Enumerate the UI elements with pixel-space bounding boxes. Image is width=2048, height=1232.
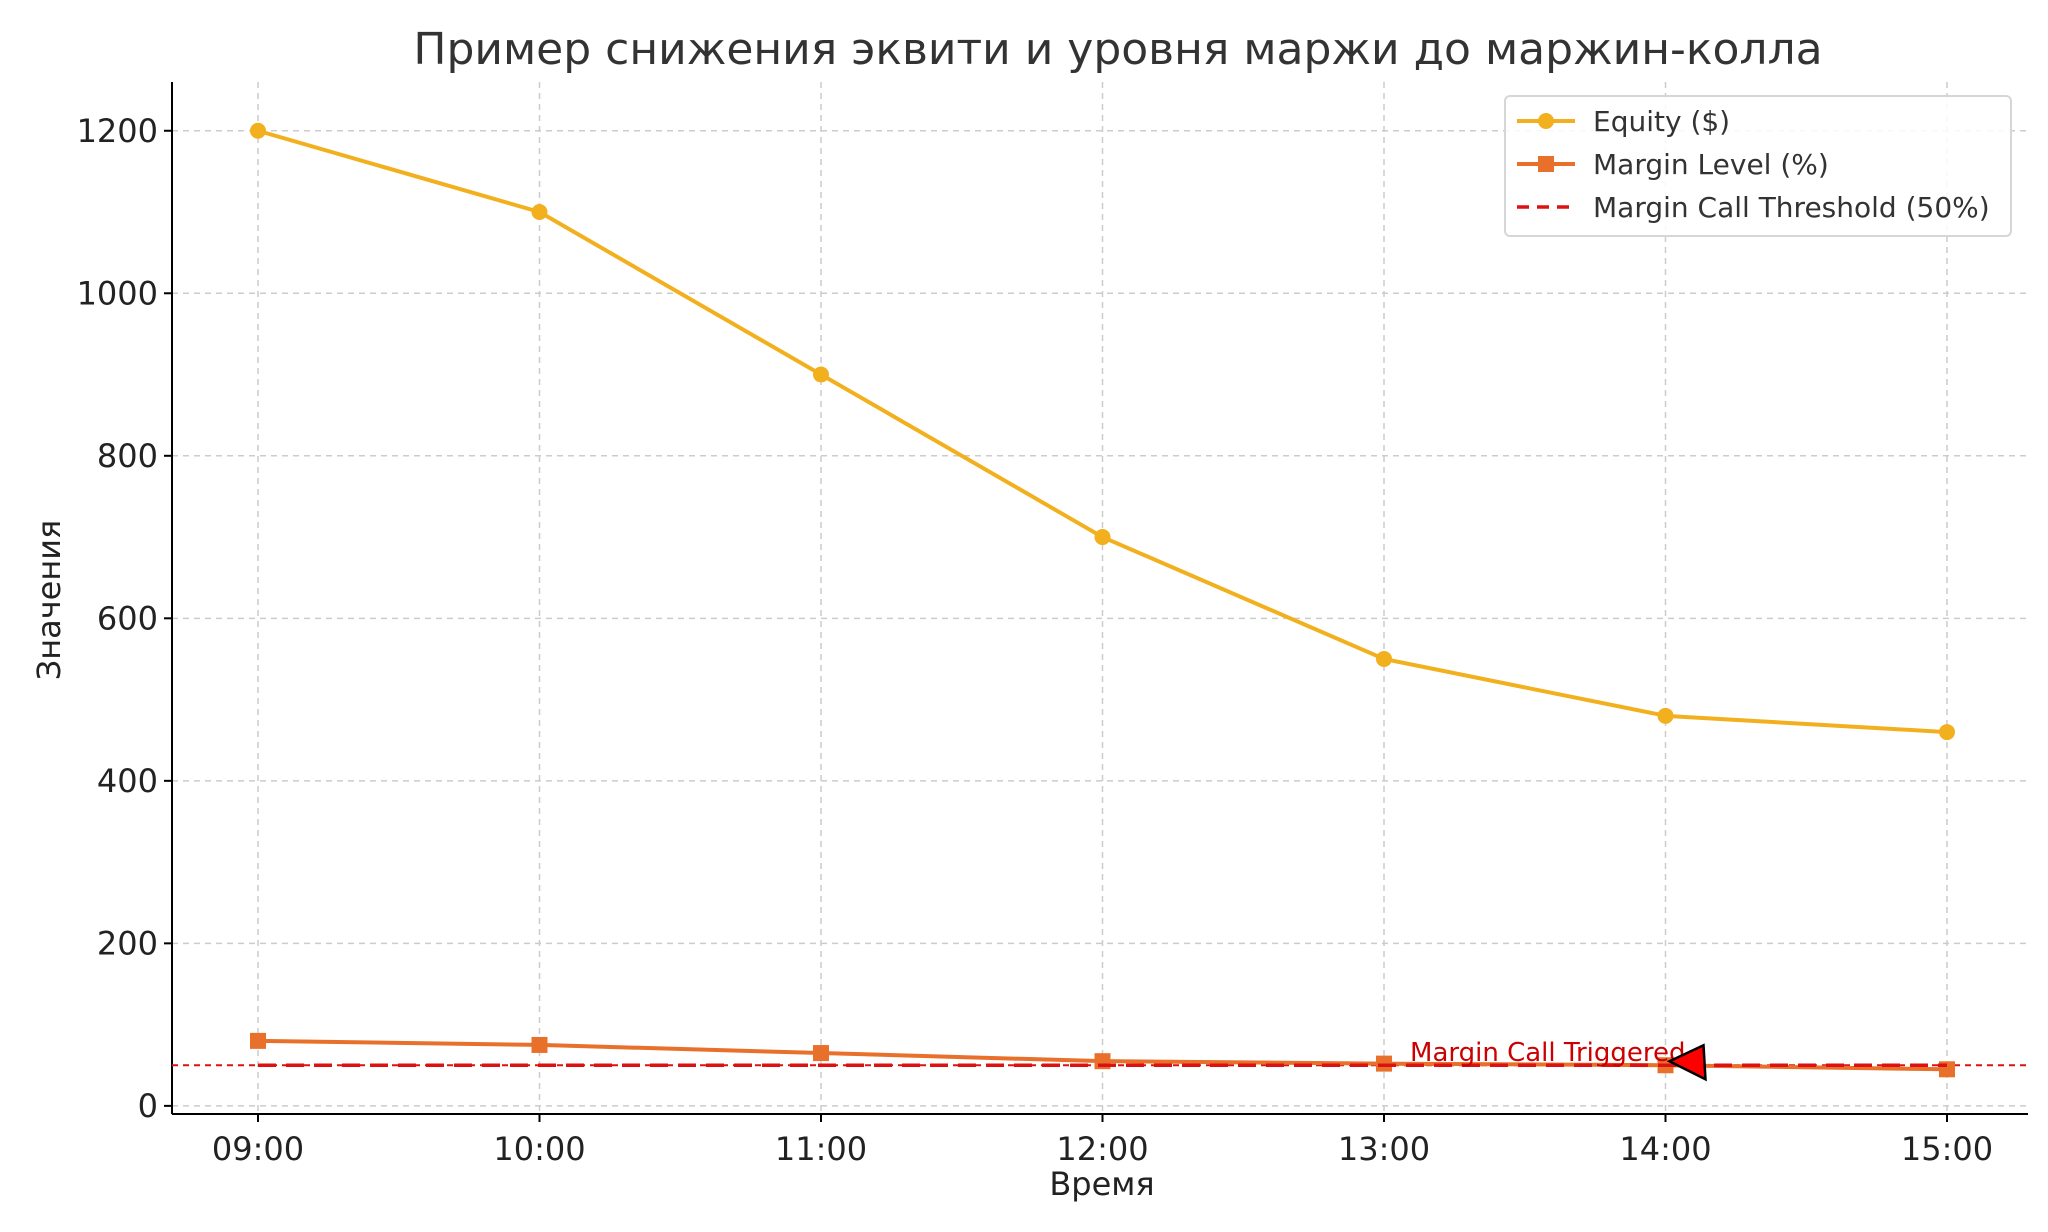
data-point: [1376, 650, 1392, 667]
annotation-label: Margin Call Triggered: [1410, 1038, 1685, 1068]
x-tick-label: 13:00: [1338, 1130, 1430, 1168]
data-point: [250, 122, 266, 139]
data-point: [531, 204, 548, 221]
x-tick-label: 11:00: [775, 1130, 867, 1168]
y-tick-label: 1200: [77, 112, 158, 150]
legend-label: Margin Call Threshold (50%): [1593, 191, 1990, 224]
legend-swatch-marker: [1538, 113, 1554, 129]
x-tick-label: 10:00: [493, 1130, 585, 1168]
data-point: [1657, 707, 1674, 724]
annotation: Margin Call Triggered: [1410, 1038, 1707, 1082]
axes: [171, 82, 2028, 1115]
legend-item-2: Margin Level (%): [1517, 148, 1829, 181]
x-tick-label: 15:00: [1901, 1130, 1993, 1168]
x-tick-label: 12:00: [1056, 1130, 1148, 1168]
data-point: [531, 1036, 548, 1053]
data-point: [813, 366, 829, 383]
y-tick-label: 800: [97, 437, 158, 475]
chart-title: Пример снижения эквити и уровня маржи до…: [413, 24, 1822, 75]
legend: Equity ($) Margin Level (%) Margin Call Th…: [1504, 95, 2012, 237]
data-point: [1094, 529, 1111, 546]
legend-label: Margin Level (%): [1593, 148, 1829, 181]
legend-item-1: Equity ($): [1517, 105, 1730, 138]
y-axis-label: Значения: [30, 520, 68, 681]
x-axis-label: Время: [1049, 1165, 1154, 1203]
y-tick-label: 400: [97, 762, 158, 800]
series: [172, 122, 2028, 1078]
tick-labels: 0 200 400 600 800 1000 1200 09:00 10:00 11:00 12:0…: [77, 112, 1994, 1168]
legend-label: Equity ($): [1593, 105, 1730, 138]
legend-item-3: Margin Call Threshold (50%): [1517, 191, 1990, 224]
grid: [172, 82, 2028, 1114]
y-tick-label: 200: [97, 924, 158, 962]
y-tick-label: 600: [97, 599, 158, 637]
y-tick-label: 1000: [77, 274, 158, 312]
legend-box: [1504, 95, 2012, 237]
y-tick-label: 0: [138, 1087, 158, 1125]
legend-swatch-marker: [1538, 156, 1554, 172]
annotation-arrow: [1666, 1043, 1707, 1082]
data-point: [1939, 724, 1955, 741]
data-point: [813, 1045, 829, 1062]
data-point: [250, 1032, 266, 1049]
x-tick-label: 14:00: [1619, 1130, 1711, 1168]
series-1: [250, 122, 1955, 741]
x-tick-label: 09:00: [212, 1130, 304, 1168]
